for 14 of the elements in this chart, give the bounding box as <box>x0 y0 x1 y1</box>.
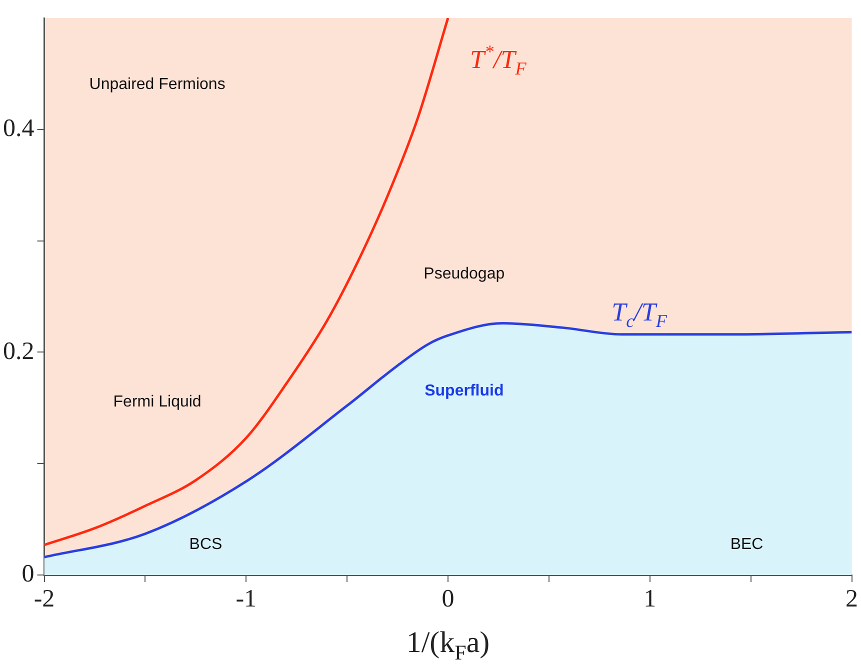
y-tick-label: 0 <box>22 560 34 588</box>
x-tick-label: 0 <box>442 586 454 613</box>
annotation: Fermi Liquid <box>113 394 202 411</box>
annotation: BCS <box>189 536 222 553</box>
y-tick-label: 0.4 <box>3 114 35 142</box>
x-tick-label: -1 <box>236 586 257 613</box>
annotation: Unpaired Fermions <box>89 76 226 94</box>
x-tick-label: 2 <box>846 586 858 613</box>
x-tick-label: 1 <box>644 586 656 613</box>
annotation: Pseudogap <box>424 266 505 283</box>
annotation: BEC <box>730 536 764 553</box>
y-tick-label: 0.2 <box>3 338 34 365</box>
annotation: Superfluid <box>424 382 504 400</box>
x-tick-label: -2 <box>34 586 55 613</box>
